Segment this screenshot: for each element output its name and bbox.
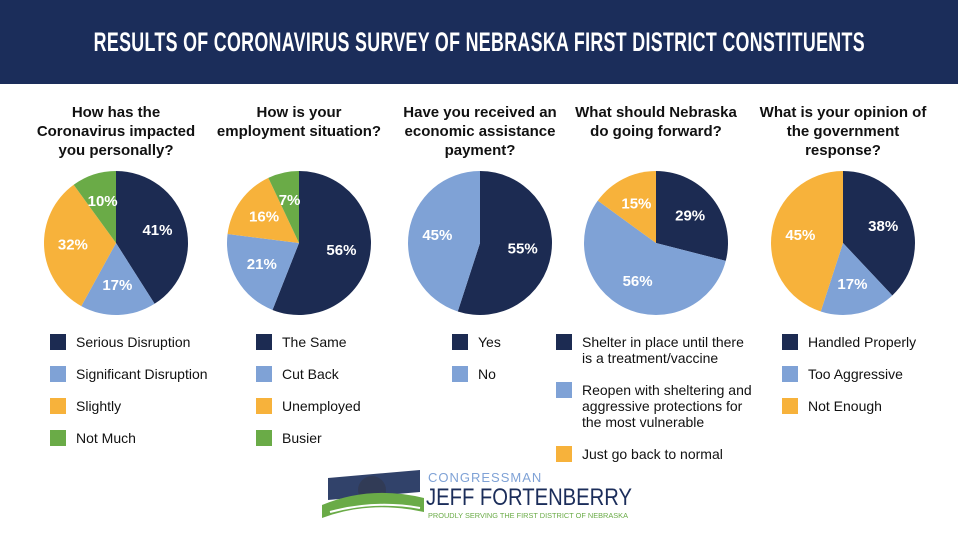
legend-label: Busier [282,430,322,446]
legend-item: Significant Disruption [50,366,230,382]
legend-swatch [782,366,798,382]
legend: Serious Disruption Significant Disruption… [50,334,230,446]
logo-tagline: PROUDLY SERVING THE FIRST DISTRICT OF NE… [428,513,628,520]
page-title: RESULTS OF CORONAVIRUS SURVEY OF NEBRASK… [93,26,865,57]
legend-label: Cut Back [282,366,339,382]
legend-swatch [256,334,272,350]
legend-item: Too Aggressive [782,366,952,382]
legend-label: Reopen with sheltering and aggressive pr… [582,382,752,430]
legend: Yes No [452,334,552,382]
legend-label: The Same [282,334,347,350]
legend: Shelter in place until there is a treatm… [556,334,756,462]
pie-slice [457,171,553,315]
legend-item: Serious Disruption [50,334,230,350]
legend-swatch [452,366,468,382]
question: How is your employment situation? [216,104,382,140]
legend: Handled Properly Too Aggressive Not Enough [782,334,952,414]
slice-label: 17% [837,276,867,293]
logo-icon [322,470,424,518]
legend-item: Slightly [50,398,230,414]
legend-swatch [556,334,572,350]
legend-label: Yes [478,334,501,350]
pie-slice [843,171,915,296]
legend-label: No [478,366,496,382]
slice-label: 10% [88,193,118,210]
pie-slice [656,171,728,261]
pie-slice [227,233,299,310]
slice-label: 17% [102,277,132,294]
slice-label: 16% [249,209,279,226]
legend-label: Unemployed [282,398,361,414]
legend-swatch [782,398,798,414]
pie-slice [73,171,116,243]
legend-label: Serious Disruption [76,334,191,350]
slice-label: 55% [508,241,538,258]
slice-label: 45% [785,227,815,244]
slice-label: 38% [868,218,898,235]
slice-label: 29% [675,207,705,224]
slice-label: 15% [621,195,651,212]
legend-item: Handled Properly [782,334,952,350]
legend-item: Yes [452,334,552,350]
pie-slice [820,243,893,315]
header: RESULTS OF CORONAVIRUS SURVEY OF NEBRASK… [0,0,958,84]
question: What should Nebraska do going forward? [575,104,737,140]
pie-slice [81,243,155,315]
legend-label: Too Aggressive [808,366,903,382]
pie-slice [227,177,299,243]
logo-name: JEFF FORTENBERRY [426,484,632,511]
legend-label: Not Enough [808,398,882,414]
legend-swatch [556,382,572,398]
legend-label: Shelter in place until there is a treatm… [582,334,744,366]
legend-swatch [256,398,272,414]
legend-item: Busier [256,430,406,446]
legend-swatch [50,366,66,382]
slice-label: 7% [279,192,301,209]
pie-slice [771,171,843,312]
legend-item: Shelter in place until there is a treatm… [556,334,756,366]
question: Have you received an economic assistance… [403,104,557,159]
legend-swatch [256,366,272,382]
pie-slice [268,171,299,243]
pie-slice [116,171,188,304]
pie-slice [272,171,371,315]
legend: The Same Cut Back Unemployed Busier [256,334,406,446]
legend-item: Just go back to normal [556,446,756,462]
legend-swatch [50,334,66,350]
slice-label: 32% [58,237,88,254]
legend-swatch [452,334,468,350]
slice-label: 41% [142,222,172,239]
legend-label: Slightly [76,398,122,414]
legend-item: Cut Back [256,366,406,382]
legend-item: Reopen with sheltering and aggressive pr… [556,382,756,430]
pie-slice [583,200,726,316]
slice-label: 45% [422,227,452,244]
legend-swatch [50,398,66,414]
slice-label: 56% [326,242,356,259]
legend-item: Not Enough [782,398,952,414]
legend-swatch [556,446,572,462]
legend-label: Significant Disruption [76,366,208,382]
pie-slice [44,184,116,307]
slice-label: 21% [247,256,277,273]
pie-slice [407,171,480,312]
legend-swatch [50,430,66,446]
legend-item: The Same [256,334,406,350]
legend-item: No [452,366,552,382]
legend-label: Just go back to normal [582,446,723,462]
legend-swatch [256,430,272,446]
legend-item: Not Much [50,430,230,446]
legend-label: Handled Properly [808,334,917,350]
slice-label: 56% [623,273,653,290]
question: What is your opinion of the government r… [759,104,927,159]
question: How has the Coronavirus impacted you per… [36,104,196,159]
pie-slice [597,171,656,243]
legend-label: Not Much [76,430,136,446]
legend-item: Unemployed [256,398,406,414]
legend-swatch [782,334,798,350]
logo-top: CONGRESSMAN [428,470,542,485]
